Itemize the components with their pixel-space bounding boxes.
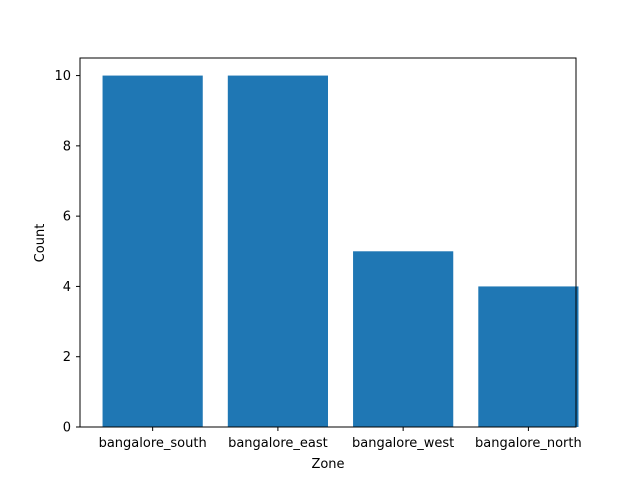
y-tick-label: 0 — [63, 421, 71, 436]
x-tick-label: bangalore_east — [228, 436, 328, 451]
bar-bangalore-south — [102, 75, 203, 427]
y-tick-label: 2 — [63, 350, 71, 365]
x-axis-ticks: bangalore_south bangalore_east bangalore_w… — [99, 427, 582, 451]
y-tick-label: 4 — [63, 280, 71, 295]
x-tick-label: bangalore_south — [99, 436, 207, 451]
x-tick-label: bangalore_west — [352, 436, 454, 451]
bar-bangalore-east — [227, 75, 328, 427]
y-tick-label: 6 — [63, 210, 71, 225]
y-axis-label: Count — [33, 224, 48, 263]
plot-frame — [79, 57, 577, 428]
bars-group — [102, 75, 579, 427]
bar-bangalore-west — [353, 251, 454, 427]
y-axis-ticks: 0 2 4 6 8 10 — [54, 69, 80, 436]
y-tick-label: 10 — [54, 69, 71, 84]
y-tick-label: 8 — [63, 139, 71, 154]
bar-bangalore-north — [478, 286, 579, 427]
x-tick-label: bangalore_north — [475, 436, 582, 451]
x-axis-label: Zone — [311, 457, 344, 472]
